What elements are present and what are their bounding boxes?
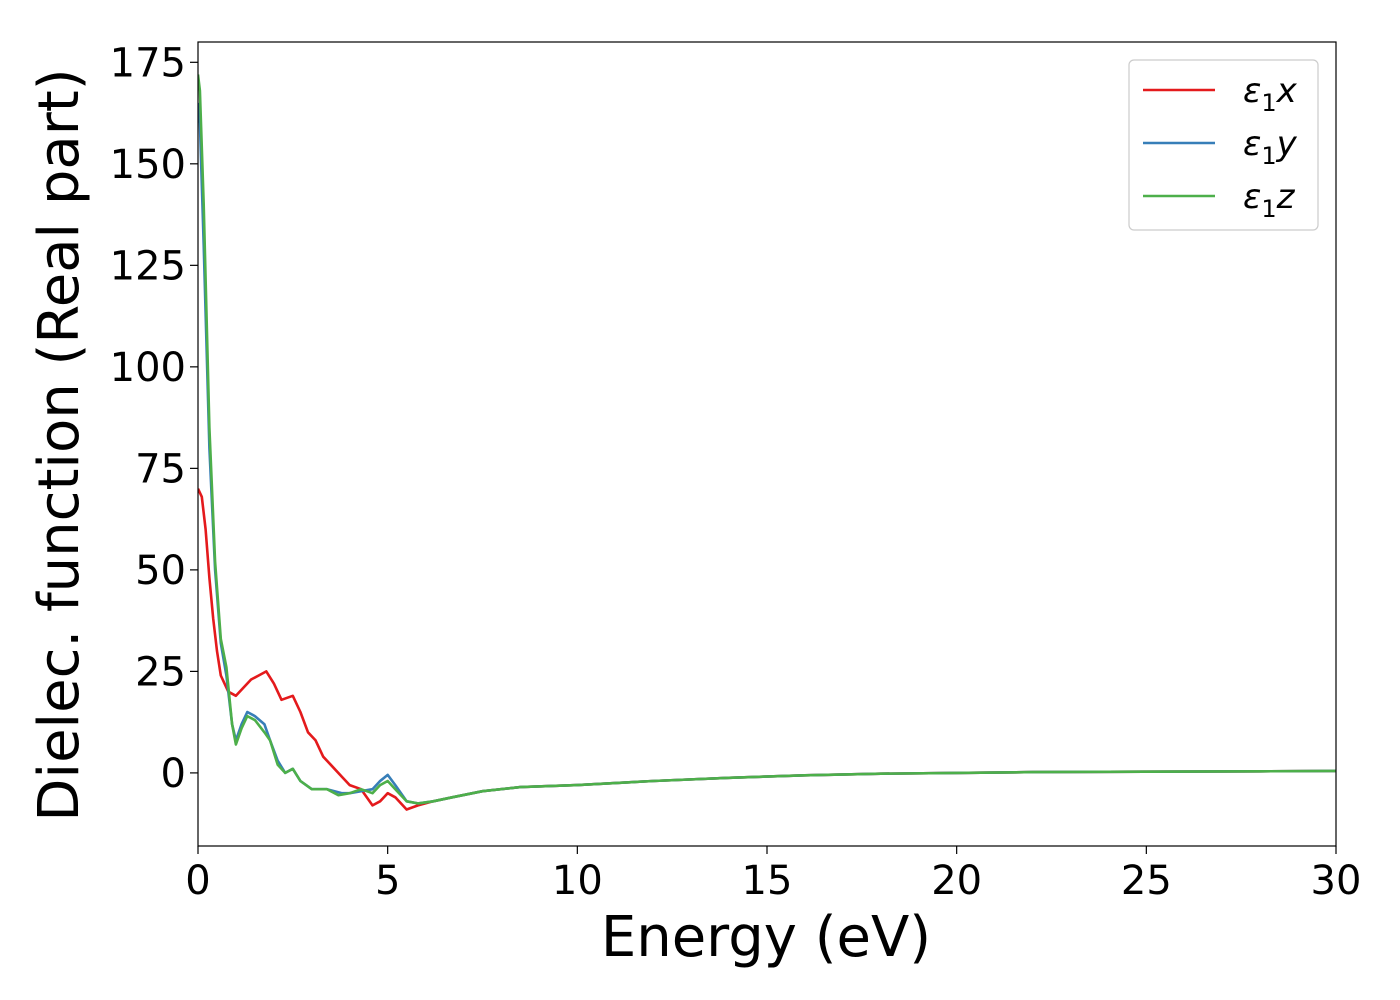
x-tick-label: 15 bbox=[742, 858, 793, 904]
legend-box bbox=[1128, 59, 1319, 231]
x-axis-ticks: 0 5 10 15 20 25 30 bbox=[185, 846, 1361, 904]
y-tick-label: 175 bbox=[110, 40, 186, 86]
x-tick-label: 5 bbox=[375, 858, 400, 904]
legend: ε1x ε1y ε1z bbox=[1128, 59, 1319, 231]
x-tick-label: 25 bbox=[1121, 858, 1172, 904]
series-line-z bbox=[198, 74, 1336, 805]
y-tick-label: 0 bbox=[161, 751, 186, 797]
legend-label-y: ε1y bbox=[1243, 124, 1298, 170]
x-tick-label: 20 bbox=[931, 858, 982, 904]
y-axis-ticks: 0 25 50 75 100 125 150 175 bbox=[110, 40, 198, 797]
y-tick-label: 100 bbox=[110, 345, 186, 391]
y-tick-label: 25 bbox=[135, 649, 186, 695]
x-tick-label: 0 bbox=[185, 858, 210, 904]
series-line-x bbox=[198, 488, 1336, 811]
y-tick-label: 50 bbox=[135, 548, 186, 594]
y-tick-label: 150 bbox=[110, 142, 186, 188]
y-axis-title: Dielec. function (Real part) bbox=[27, 68, 92, 821]
y-tick-label: 75 bbox=[135, 446, 186, 492]
x-axis-title: Energy (eV) bbox=[601, 905, 931, 970]
y-tick-label: 125 bbox=[110, 243, 186, 289]
x-tick-label: 30 bbox=[1311, 858, 1362, 904]
legend-label-z: ε1z bbox=[1243, 177, 1296, 223]
legend-label-x: ε1x bbox=[1243, 71, 1298, 117]
x-tick-label: 10 bbox=[552, 858, 603, 904]
